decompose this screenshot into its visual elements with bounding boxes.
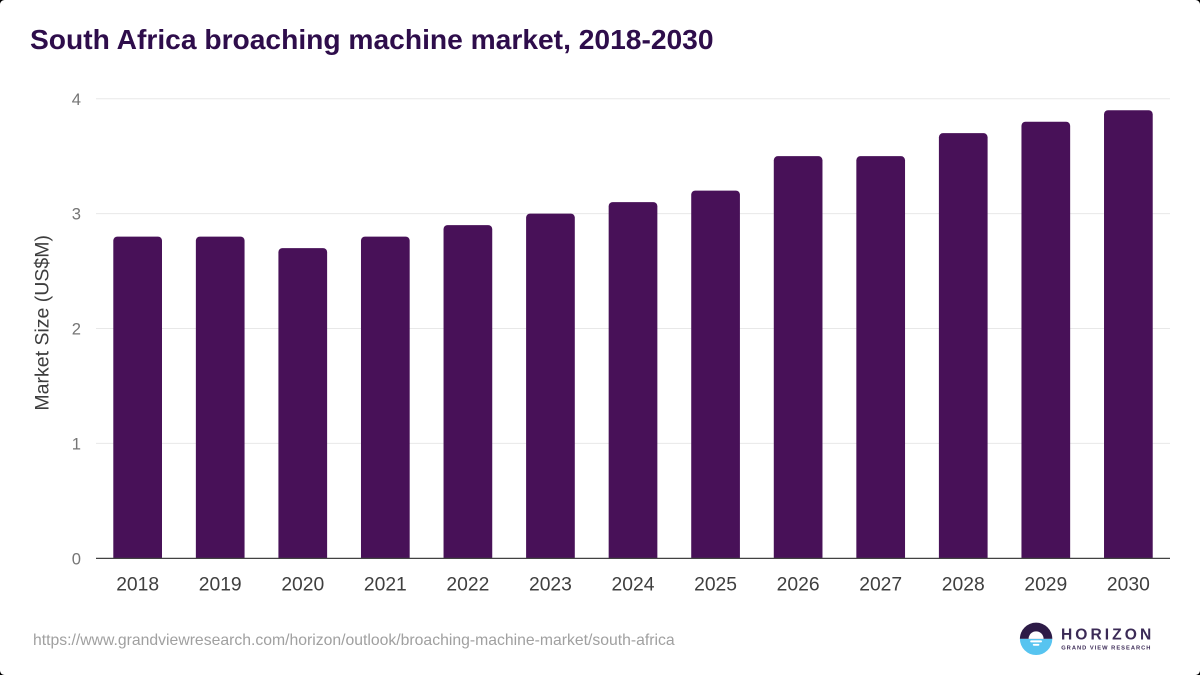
svg-text:1: 1: [72, 434, 81, 453]
svg-text:3: 3: [72, 205, 81, 224]
svg-text:2019: 2019: [199, 575, 242, 596]
svg-text:4: 4: [72, 90, 81, 109]
svg-text:https://www.grandviewresearch.: https://www.grandviewresearch.com/horizo…: [33, 632, 675, 649]
svg-text:2026: 2026: [777, 575, 820, 596]
svg-text:0: 0: [72, 549, 81, 568]
svg-text:2024: 2024: [612, 575, 655, 596]
svg-text:2028: 2028: [942, 575, 985, 596]
svg-text:2030: 2030: [1107, 575, 1150, 596]
svg-text:2027: 2027: [859, 575, 902, 596]
svg-text:2018: 2018: [116, 575, 159, 596]
svg-text:2025: 2025: [694, 575, 737, 596]
svg-text:2029: 2029: [1024, 575, 1067, 596]
svg-text:South Africa broaching machine: South Africa broaching machine market, 2…: [30, 23, 714, 55]
svg-text:2022: 2022: [446, 575, 489, 596]
svg-text:HORIZON: HORIZON: [1061, 627, 1154, 644]
svg-text:2020: 2020: [281, 575, 324, 596]
svg-text:Market Size (US$M): Market Size (US$M): [32, 235, 54, 411]
svg-text:GRAND VIEW RESEARCH: GRAND VIEW RESEARCH: [1061, 646, 1151, 652]
svg-text:2: 2: [72, 320, 81, 339]
svg-text:2021: 2021: [364, 575, 407, 596]
svg-text:2023: 2023: [529, 575, 572, 596]
